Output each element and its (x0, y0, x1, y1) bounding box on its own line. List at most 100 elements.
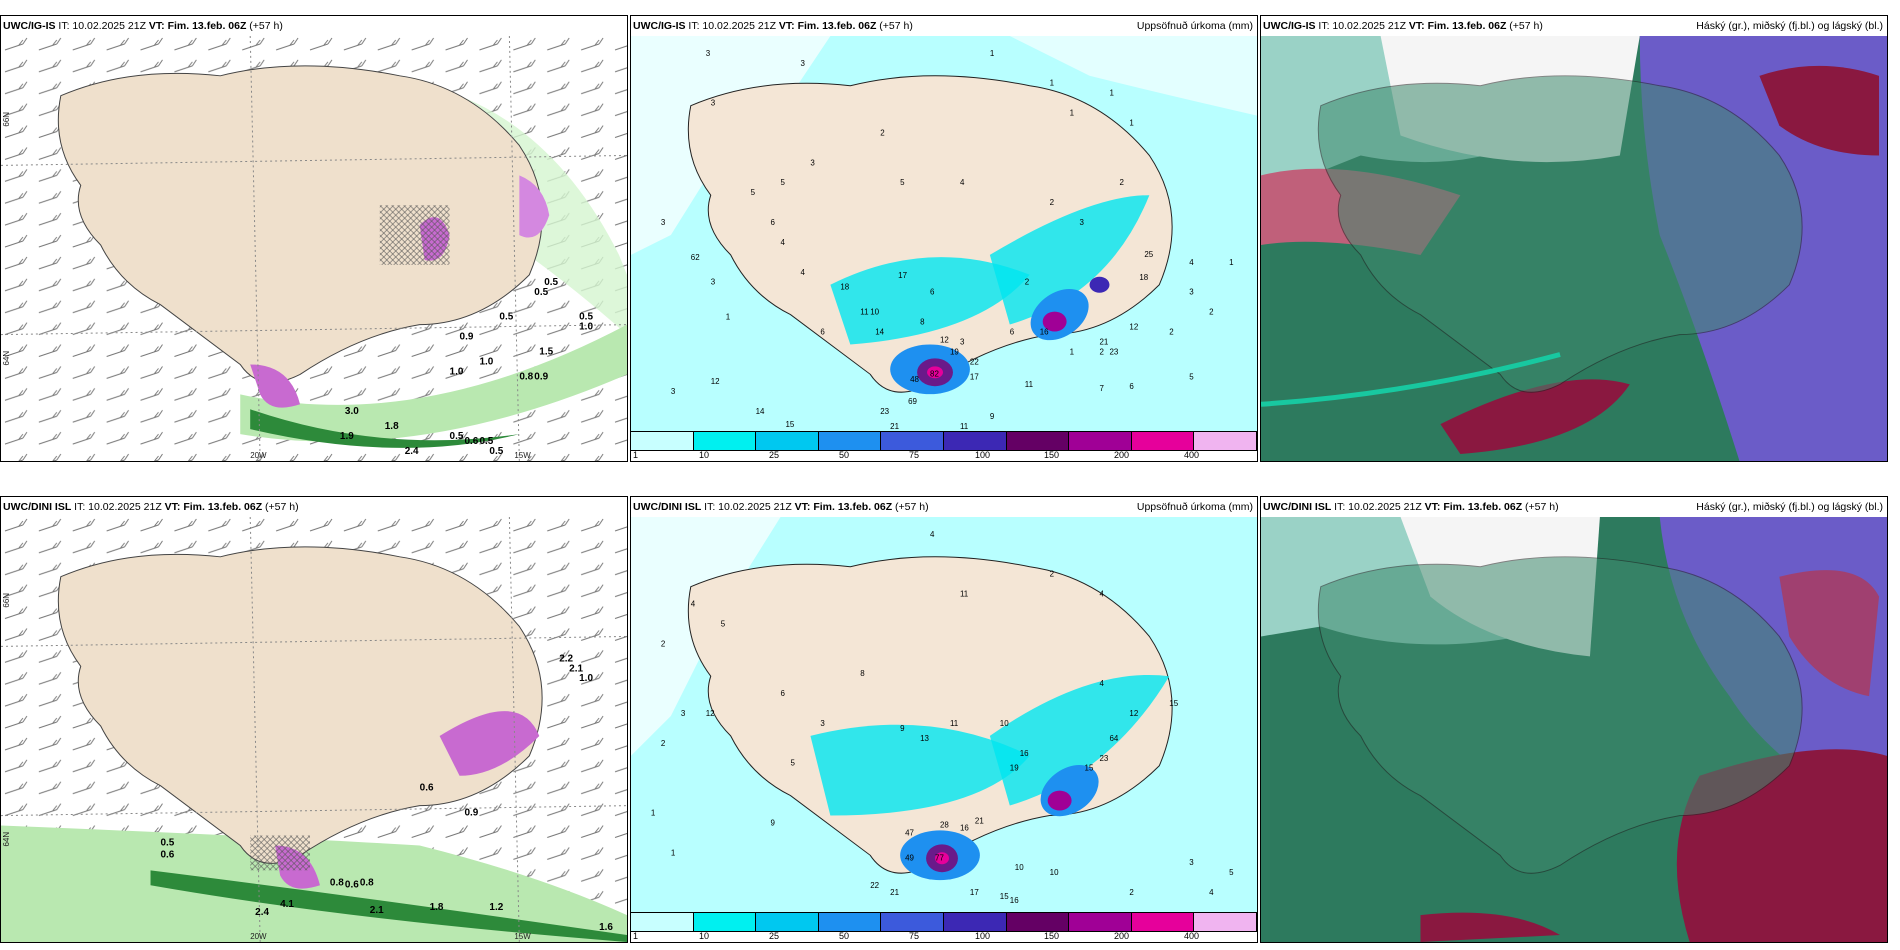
colorbar-cell (1069, 432, 1132, 450)
panel-header: UWC/IG-IS IT: 10.02.2025 21Z VT: Fim. 13… (3, 20, 283, 32)
svg-text:3: 3 (960, 337, 965, 346)
svg-text:9: 9 (771, 818, 776, 827)
svg-text:11: 11 (860, 308, 869, 317)
svg-text:21: 21 (975, 816, 984, 825)
precip-map: 3 3 3 1 1 1 1 1 2 3 5 6 4 3 3 2 2 1 4 1 … (631, 36, 1257, 431)
svg-text:2.4: 2.4 (405, 446, 419, 457)
svg-text:4: 4 (930, 530, 935, 539)
svg-text:0.5: 0.5 (544, 277, 558, 288)
svg-text:5: 5 (1229, 868, 1234, 877)
colorbar-cell (693, 432, 757, 450)
svg-text:0.5: 0.5 (160, 837, 174, 848)
svg-text:5: 5 (1189, 372, 1194, 381)
svg-text:3: 3 (681, 709, 686, 718)
panel-header: UWC/IG-IS IT: 10.02.2025 21Z VT: Fim. 13… (1263, 20, 1883, 32)
svg-text:9: 9 (990, 412, 995, 421)
svg-text:77: 77 (935, 853, 944, 862)
cloud-map (1261, 517, 1887, 942)
precip-map-panel-top: UWC/IG-IS IT: 10.02.2025 21Z VT: Fim. 13… (630, 15, 1258, 462)
svg-text:6: 6 (771, 218, 776, 227)
svg-text:3: 3 (711, 99, 716, 108)
svg-text:5: 5 (790, 759, 795, 768)
colorbar-cell (1131, 432, 1195, 450)
colorbar-cell (693, 913, 757, 931)
svg-text:2: 2 (1050, 198, 1055, 207)
svg-text:3: 3 (1080, 218, 1085, 227)
svg-text:0.6: 0.6 (345, 879, 359, 890)
cloud-map-panel-top: UWC/IG-IS IT: 10.02.2025 21Z VT: Fim. 13… (1260, 15, 1888, 462)
svg-text:15W: 15W (514, 451, 531, 460)
svg-text:0.5: 0.5 (579, 312, 593, 323)
svg-text:21: 21 (890, 422, 899, 431)
colorbar-cell (818, 913, 882, 931)
svg-text:3: 3 (800, 59, 805, 68)
svg-text:8: 8 (920, 318, 925, 327)
svg-text:10: 10 (870, 308, 879, 317)
svg-text:1.5: 1.5 (539, 347, 553, 358)
svg-text:62: 62 (691, 253, 700, 262)
svg-text:22: 22 (870, 881, 879, 890)
svg-text:3: 3 (706, 49, 711, 58)
svg-text:15: 15 (1085, 764, 1094, 773)
svg-text:12: 12 (1129, 709, 1138, 718)
svg-text:1: 1 (990, 49, 995, 58)
svg-text:64N: 64N (2, 832, 11, 847)
svg-text:15: 15 (1000, 892, 1009, 901)
svg-text:0.9: 0.9 (460, 332, 474, 343)
svg-text:1.8: 1.8 (385, 421, 399, 432)
svg-text:11: 11 (950, 719, 959, 728)
svg-text:16: 16 (1040, 327, 1049, 336)
svg-text:4: 4 (1100, 590, 1105, 599)
svg-text:23: 23 (1100, 754, 1109, 763)
svg-text:82: 82 (930, 369, 939, 378)
colorbar-cell (756, 913, 819, 931)
svg-text:16: 16 (960, 823, 969, 832)
svg-text:1.8: 1.8 (430, 902, 444, 913)
svg-text:0.5: 0.5 (489, 446, 503, 457)
svg-text:28: 28 (940, 820, 949, 829)
wind-map-panel-bottom: UWC/DINI ISL IT: 10.02.2025 21Z VT: Fim.… (0, 496, 628, 943)
svg-text:64: 64 (1109, 734, 1118, 743)
svg-text:1.0: 1.0 (479, 356, 493, 367)
svg-text:4: 4 (1189, 258, 1194, 267)
colorbar-cell (943, 913, 1007, 931)
svg-text:13: 13 (920, 734, 929, 743)
svg-text:2.4: 2.4 (255, 907, 269, 918)
svg-text:1.6: 1.6 (599, 922, 613, 933)
svg-text:23: 23 (1109, 347, 1118, 356)
svg-text:3: 3 (810, 158, 815, 167)
svg-text:0.6: 0.6 (160, 849, 174, 860)
svg-text:2: 2 (661, 739, 666, 748)
svg-text:2: 2 (1025, 278, 1030, 287)
wind-map: 66N 64N 20W 15W 2.2 2.1 1.0 0.6 0.9 0.5 … (1, 517, 627, 942)
panel-header: UWC/DINI ISL IT: 10.02.2025 21Z VT: Fim.… (633, 501, 1253, 513)
svg-text:66N: 66N (2, 593, 11, 608)
svg-text:1: 1 (726, 313, 731, 322)
svg-text:2.2: 2.2 (559, 653, 573, 664)
precip-map-panel-bottom: UWC/DINI ISL IT: 10.02.2025 21Z VT: Fim.… (630, 496, 1258, 943)
svg-text:1: 1 (651, 808, 656, 817)
svg-text:4: 4 (800, 268, 805, 277)
svg-text:3: 3 (1189, 858, 1194, 867)
svg-text:1: 1 (1070, 109, 1075, 118)
svg-text:64N: 64N (2, 351, 11, 366)
svg-text:2: 2 (1119, 178, 1124, 187)
svg-text:1.2: 1.2 (489, 902, 503, 913)
svg-text:2: 2 (1100, 347, 1105, 356)
wind-map-panel-top: UWC/IG-IS IT: 10.02.2025 21Z VT: Fim. 13… (0, 15, 628, 462)
svg-text:6: 6 (781, 689, 786, 698)
svg-text:10: 10 (1015, 863, 1024, 872)
svg-text:7: 7 (1100, 384, 1105, 393)
svg-text:12: 12 (940, 335, 949, 344)
colorbar-cell (1006, 913, 1070, 931)
svg-text:1.0: 1.0 (579, 322, 593, 333)
svg-text:4: 4 (1100, 679, 1105, 688)
svg-text:4: 4 (960, 178, 965, 187)
svg-text:6: 6 (1129, 382, 1134, 391)
svg-text:1: 1 (671, 848, 676, 857)
svg-text:49: 49 (905, 853, 914, 862)
svg-text:12: 12 (706, 709, 715, 718)
svg-text:66N: 66N (2, 112, 11, 127)
svg-text:3: 3 (661, 218, 666, 227)
svg-text:5: 5 (751, 188, 756, 197)
